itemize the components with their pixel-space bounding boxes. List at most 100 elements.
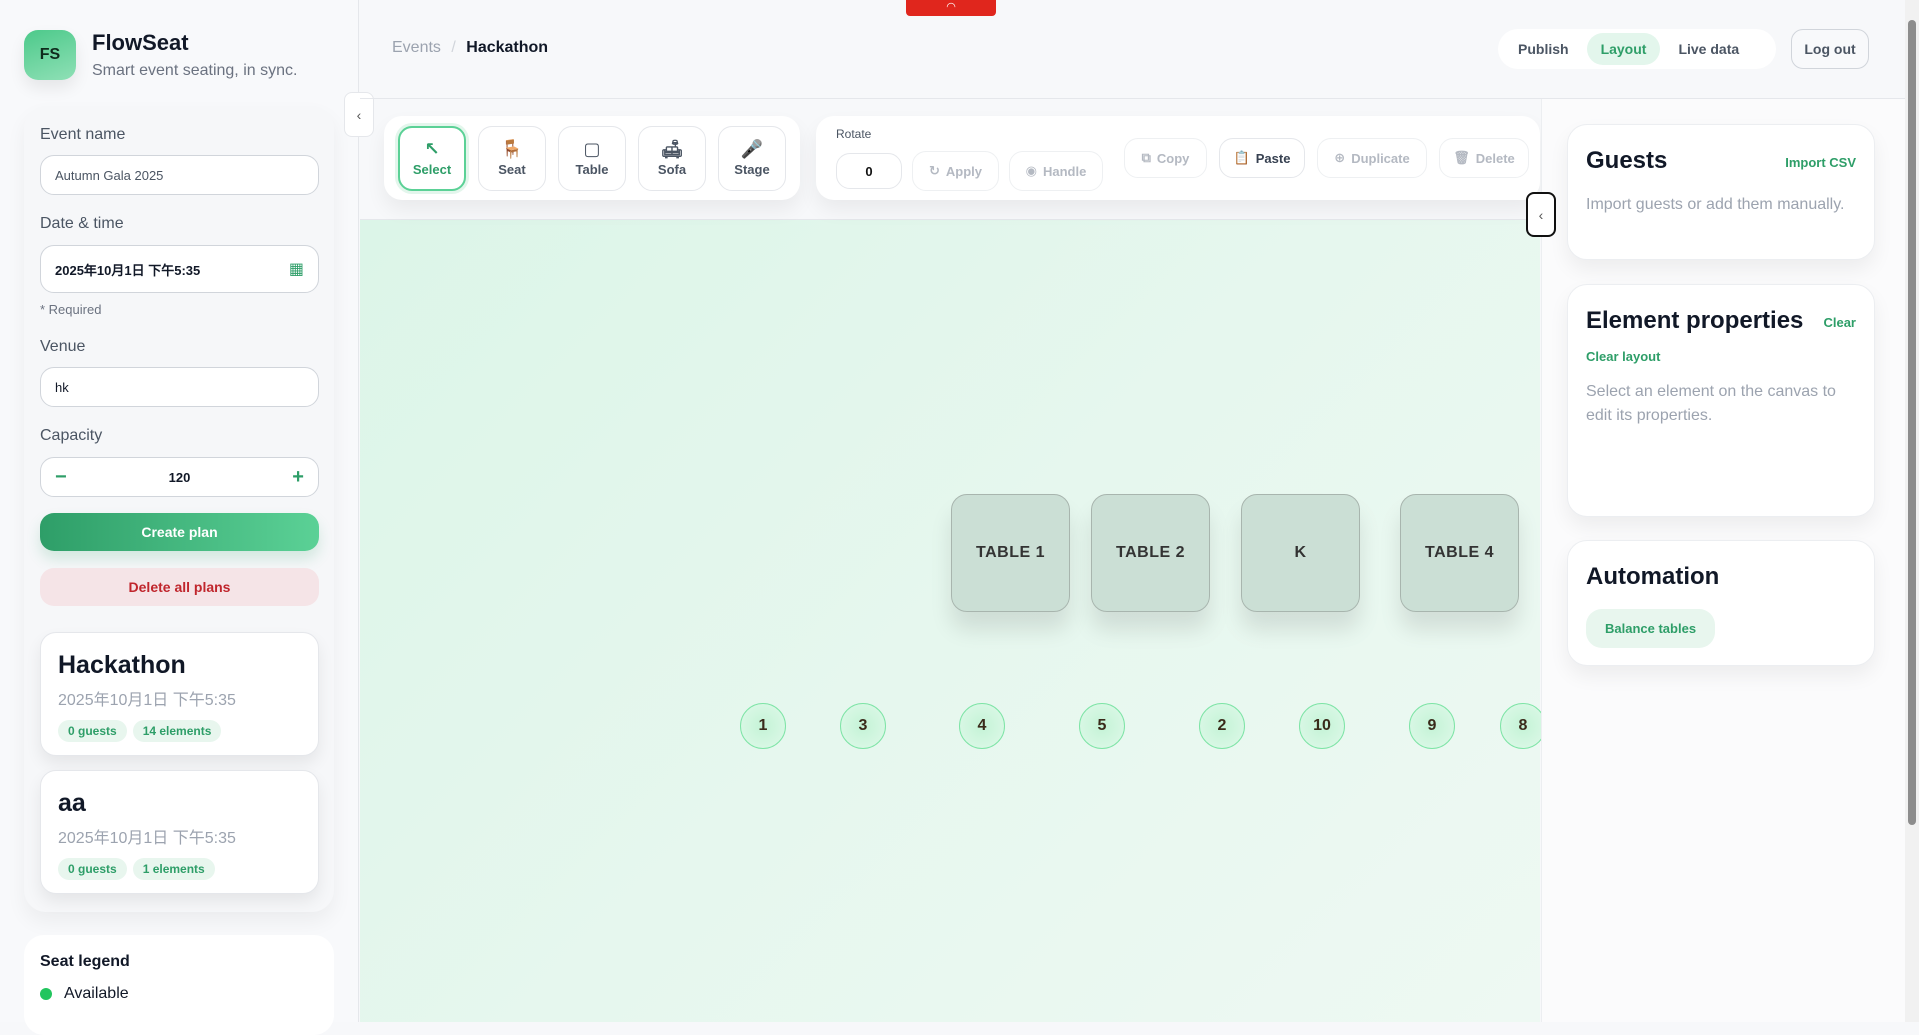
legend-title: Seat legend [40, 953, 130, 970]
canvas-table[interactable]: TABLE 2 [1091, 494, 1210, 612]
tab-publish[interactable]: Publish [1518, 41, 1569, 57]
plan-date: 2025年10月1日 下午5:35 [58, 692, 236, 709]
copy-label: Copy [1156, 150, 1190, 166]
delete-button[interactable]: 🗑 Delete [1439, 138, 1529, 178]
clear-button[interactable]: Clear [1823, 315, 1856, 330]
tool-label: Stage [734, 162, 770, 177]
tool-label: Select [412, 162, 452, 177]
canvas-seat[interactable]: 1 [740, 703, 786, 749]
elements-badge: 1 elements [132, 858, 215, 880]
paste-label: Paste [1255, 150, 1291, 166]
guests-badge: 0 guests [58, 858, 127, 880]
canvas-seat[interactable]: 9 [1409, 703, 1455, 749]
required-note: * Required [40, 302, 102, 317]
logout-button[interactable]: Log out [1791, 29, 1869, 69]
tool-table-button[interactable]: ▢ Table [558, 126, 626, 191]
canvas-seat[interactable]: 3 [840, 703, 886, 749]
rotate-input[interactable]: 0 [836, 153, 902, 189]
date-input[interactable]: 2025年10月1日 下午5:35 ▦ [40, 245, 319, 293]
plan-title: Hackathon [58, 651, 186, 679]
date-label: Date & time [40, 215, 124, 232]
scrollbar-thumb[interactable] [1908, 20, 1916, 825]
plan-title: aa [58, 789, 86, 817]
available-dot-icon [40, 988, 52, 1000]
mode-tabs: Publish Layout Live data [1498, 29, 1776, 69]
delete-all-plans-button[interactable]: Delete all plans [40, 568, 319, 606]
select-icon: ↖ [424, 139, 440, 159]
canvas-table[interactable]: TABLE 4 [1400, 494, 1519, 612]
create-plan-button[interactable]: Create plan [40, 513, 319, 551]
automation-title: Automation [1586, 563, 1720, 590]
breadcrumb-separator: / [451, 39, 456, 56]
apply-rotate-button[interactable]: ↻ Apply [912, 151, 999, 191]
recording-indicator: ◠ [906, 0, 996, 16]
duplicate-icon: ⊕ [1334, 150, 1346, 165]
properties-title: Element properties [1586, 307, 1804, 334]
copy-button[interactable]: ⧉ Copy [1124, 138, 1207, 178]
chevron-left-icon: ‹ [1538, 206, 1544, 223]
capacity-stepper[interactable]: − 120 + [40, 457, 319, 497]
guests-title: Guests [1586, 147, 1668, 174]
tool-seat-button[interactable]: 🪑 Seat [478, 126, 546, 191]
venue-label: Venue [40, 338, 86, 355]
tab-live-data[interactable]: Live data [1678, 41, 1740, 57]
venue-input[interactable]: hk [40, 367, 319, 407]
rotate-icon: ↻ [928, 163, 940, 178]
breadcrumb-current: Hackathon [466, 39, 549, 56]
stage-icon: 🎤 [740, 139, 764, 159]
legend-item-available: Available [64, 985, 129, 1002]
event-name-label: Event name [40, 126, 126, 143]
app-tagline: Smart event seating, in sync. [92, 62, 298, 79]
decrement-button[interactable]: − [55, 465, 67, 488]
chevron-left-icon: ‹ [356, 106, 362, 123]
plan-card[interactable]: Hackathon 2025年10月1日 下午5:35 0 guests 14 e… [40, 632, 319, 756]
tool-sofa-button[interactable]: 🛋 Sofa [638, 126, 706, 191]
canvas-seat[interactable]: 10 [1299, 703, 1345, 749]
duplicate-label: Duplicate [1351, 150, 1410, 166]
guests-badge: 0 guests [58, 720, 127, 742]
seat-icon: 🪑 [500, 139, 524, 159]
breadcrumb: Events / Hackathon [392, 39, 548, 57]
tool-select-button[interactable]: ↖ Select [398, 126, 466, 191]
delete-label: Delete [1475, 150, 1515, 166]
canvas-seat[interactable]: 5 [1079, 703, 1125, 749]
capacity-value[interactable]: 120 [168, 469, 191, 485]
handle-button[interactable]: ◉ Handle [1009, 151, 1103, 191]
collapse-right-panel-button[interactable]: ‹ [1526, 192, 1556, 237]
tool-stage-button[interactable]: 🎤 Stage [718, 126, 786, 191]
handle-label: Handle [1043, 163, 1087, 179]
breadcrumb-events[interactable]: Events [392, 39, 441, 56]
plan-date: 2025年10月1日 下午5:35 [58, 830, 236, 847]
elements-badge: 14 elements [132, 720, 222, 742]
duplicate-button[interactable]: ⊕ Duplicate [1317, 138, 1427, 178]
capacity-label: Capacity [40, 427, 103, 444]
plan-card[interactable]: aa 2025年10月1日 下午5:35 0 guests 1 elements [40, 770, 319, 894]
import-csv-button[interactable]: Import CSV [1785, 155, 1856, 170]
canvas-seat[interactable]: 2 [1199, 703, 1245, 749]
canvas-table[interactable]: K [1241, 494, 1360, 612]
increment-button[interactable]: + [292, 465, 304, 488]
canvas-seat[interactable]: 8 [1500, 703, 1546, 749]
balance-tables-button[interactable]: Balance tables [1586, 609, 1716, 648]
automation-card: Automation Balance tables [1567, 540, 1875, 666]
guests-card: Guests Import CSV Import guests or add t… [1567, 124, 1875, 260]
collapse-sidebar-button[interactable]: ‹ [344, 92, 374, 137]
logo: FS [24, 30, 76, 80]
calendar-icon[interactable]: ▦ [288, 261, 304, 278]
clear-layout-button[interactable]: Clear layout [1586, 349, 1661, 364]
header-divider [360, 98, 1905, 99]
layout-canvas[interactable] [360, 219, 1540, 1022]
tab-layout[interactable]: Layout [1586, 33, 1661, 65]
event-name-input[interactable]: Autumn Gala 2025 [40, 155, 319, 195]
paste-button[interactable]: 📋 Paste [1219, 138, 1305, 178]
guests-empty-text: Import guests or add them manually. [1586, 196, 1845, 213]
properties-empty-text: Select an element on the canvas to edit … [1586, 383, 1836, 424]
element-properties-card: Element properties Clear Clear layout Se… [1567, 284, 1875, 517]
copy-icon: ⧉ [1141, 150, 1151, 165]
canvas-table[interactable]: TABLE 1 [951, 494, 1070, 612]
clipboard-icon: 📋 [1233, 150, 1250, 165]
canvas-seat[interactable]: 4 [959, 703, 1005, 749]
target-icon: ◉ [1025, 163, 1037, 178]
date-value: 2025年10月1日 下午5:35 [55, 262, 201, 278]
sofa-icon: 🛋 [660, 139, 684, 159]
